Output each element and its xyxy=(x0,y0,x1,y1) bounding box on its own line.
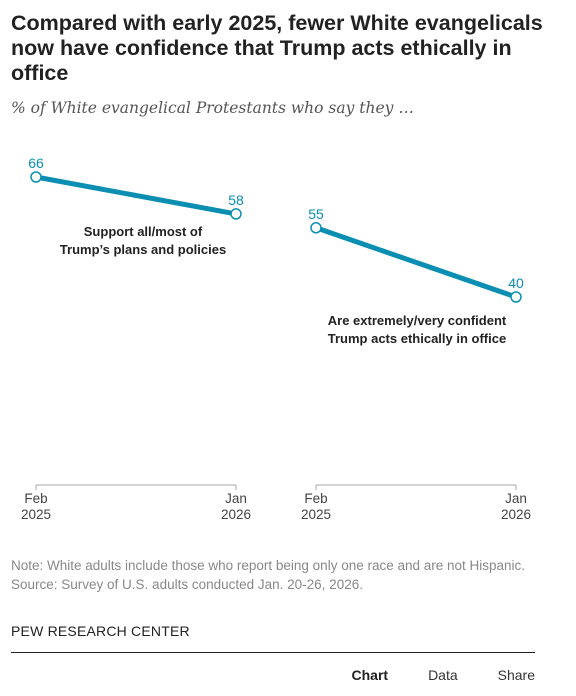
chart-title: Compared with early 2025, fewer White ev… xyxy=(11,11,543,85)
series-label: Support all/most of xyxy=(84,224,203,239)
data-point xyxy=(510,291,522,303)
data-label: 66 xyxy=(28,155,44,171)
data-point xyxy=(30,171,42,183)
x-tick-label: Jan xyxy=(225,491,247,506)
data-point xyxy=(230,208,242,220)
x-tick-label: Feb xyxy=(24,491,47,506)
chart-notes: Note: White adults include those who rep… xyxy=(11,556,531,594)
x-tick-label: Feb xyxy=(304,491,327,506)
series-label: Trump’s plans and policies xyxy=(60,242,226,257)
series-line xyxy=(313,225,519,300)
series-label: Trump acts ethically in office xyxy=(328,331,506,346)
tab-chart[interactable]: Chart xyxy=(351,667,389,683)
view-tabs: Chart Data Share xyxy=(312,667,536,683)
data-label: 55 xyxy=(308,206,324,222)
x-tick-label: 2025 xyxy=(301,507,331,522)
source-text: Source: Survey of U.S. adults conducted … xyxy=(11,577,363,592)
series-label: Are extremely/very confident xyxy=(328,313,507,328)
data-label: 58 xyxy=(228,192,244,208)
footer-divider xyxy=(11,652,535,653)
data-point xyxy=(310,222,322,234)
data-label: 40 xyxy=(508,275,524,291)
series-line xyxy=(33,174,239,217)
brand-name: PEW RESEARCH CENTER xyxy=(11,623,190,639)
tab-data[interactable]: Data xyxy=(428,667,458,683)
x-tick-label: Jan xyxy=(505,491,527,506)
note-text: Note: White adults include those who rep… xyxy=(11,558,526,573)
x-tick-label: 2025 xyxy=(21,507,51,522)
tab-share[interactable]: Share xyxy=(497,667,535,683)
chart-subtitle: % of White evangelical Protestants who s… xyxy=(11,99,414,117)
x-tick-label: 2026 xyxy=(221,507,251,522)
x-tick-label: 2026 xyxy=(501,507,531,522)
